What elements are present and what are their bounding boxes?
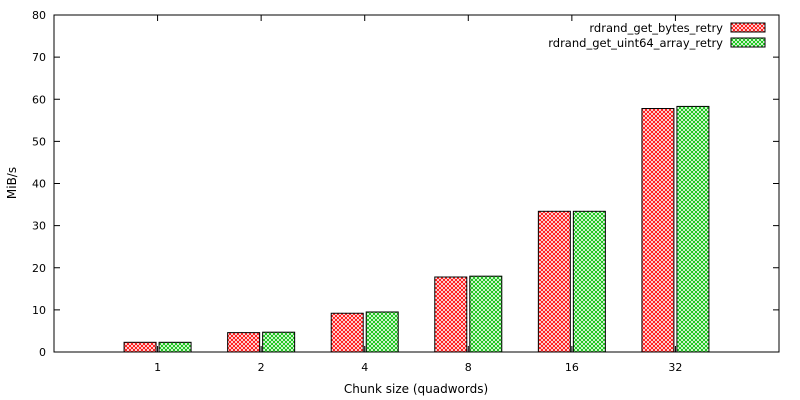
bar-uint64-array-retry-2	[262, 331, 296, 353]
y-axis-label: MiB/s	[5, 167, 19, 199]
bar-uint64-array-retry-1	[158, 341, 192, 353]
x-tick-label: 8	[465, 361, 472, 374]
legend-label: rdrand_get_bytes_retry	[589, 21, 723, 35]
bar-uint64-array-retry-4	[365, 311, 399, 353]
y-tick-label: 60	[32, 93, 46, 106]
bar-uint64-array-retry-32	[676, 105, 710, 353]
x-tick-label: 16	[565, 361, 579, 374]
bar-uint64-array-retry-16	[572, 210, 606, 353]
y-tick-label: 0	[39, 346, 46, 359]
bar-bytes-retry-8	[434, 276, 468, 353]
x-tick-label: 32	[668, 361, 682, 374]
bar-bytes-retry-16	[537, 210, 571, 353]
bar-series	[123, 105, 710, 353]
y-tick-label: 10	[32, 304, 46, 317]
x-tick-label: 1	[154, 361, 161, 374]
bar-bytes-retry-4	[330, 312, 364, 353]
x-axis: 1 2 4 8 16 32	[154, 15, 682, 374]
legend-swatch	[730, 37, 766, 48]
x-tick-label: 4	[361, 361, 368, 374]
legend-label: rdrand_get_uint64_array_retry	[548, 36, 723, 50]
legend-swatch	[730, 22, 766, 33]
y-tick-label: 70	[32, 51, 46, 64]
y-axis: 0 10 20 30 40 50 60 70 80	[32, 9, 779, 359]
bar-uint64-array-retry-8	[469, 275, 503, 353]
y-tick-label: 50	[32, 135, 46, 148]
y-tick-label: 40	[32, 178, 46, 191]
bar-bytes-retry-1	[123, 341, 157, 353]
y-tick-label: 80	[32, 9, 46, 22]
x-tick-label: 2	[258, 361, 265, 374]
bar-bytes-retry-2	[227, 332, 261, 353]
legend: rdrand_get_bytes_retryrdrand_get_uint64_…	[548, 21, 766, 50]
y-tick-label: 20	[32, 262, 46, 275]
x-axis-label: Chunk size (quadwords)	[344, 382, 488, 396]
y-tick-label: 30	[32, 220, 46, 233]
bar-bytes-retry-32	[641, 108, 675, 353]
